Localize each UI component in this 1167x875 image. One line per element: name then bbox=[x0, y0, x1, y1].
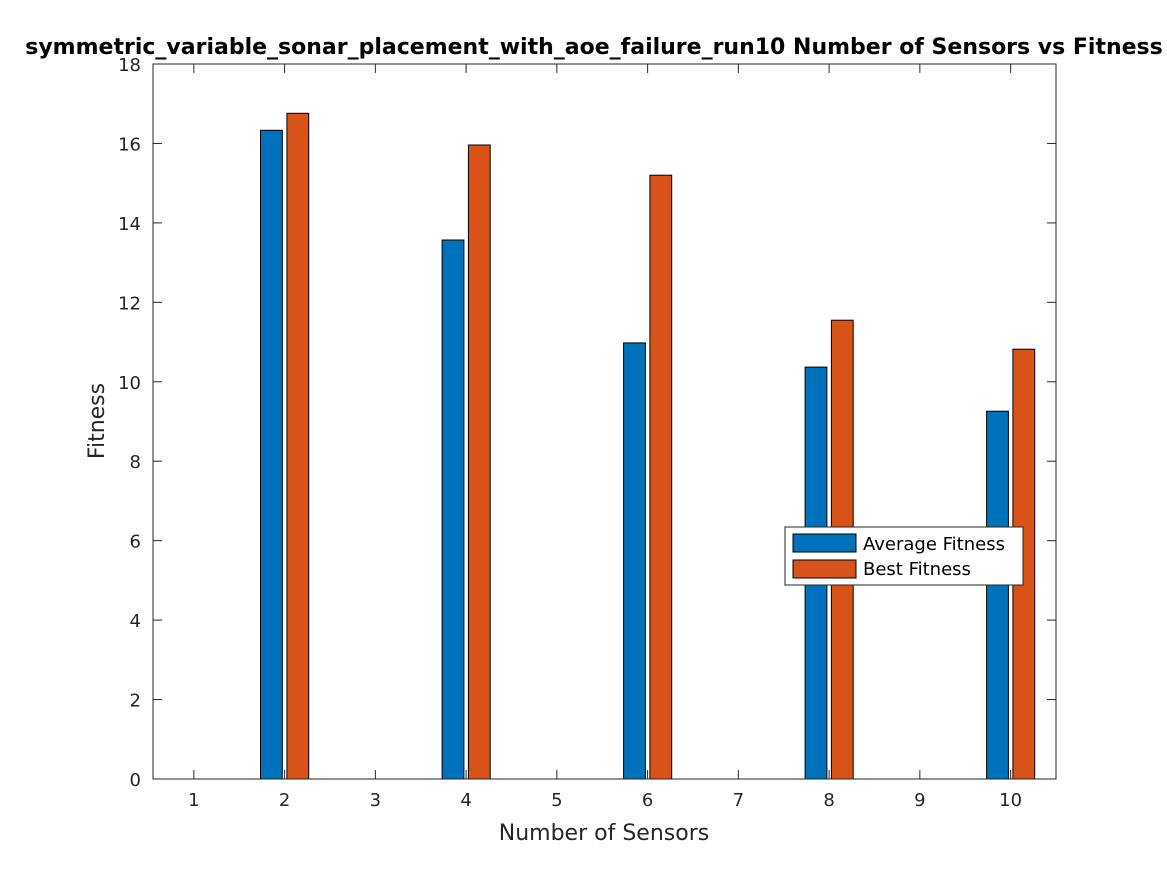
x-tick-label-8: 8 bbox=[823, 790, 834, 811]
x-tick-label-1: 1 bbox=[188, 790, 199, 811]
x-tick-label-5: 5 bbox=[551, 790, 562, 811]
y-axis-label: Fitness bbox=[85, 383, 110, 459]
bar-best-fitness-6 bbox=[649, 174, 673, 780]
x-tick-label-2: 2 bbox=[279, 790, 290, 811]
x-axis-label: Number of Sensors bbox=[499, 821, 709, 846]
bars-group bbox=[260, 112, 1036, 780]
bar-average-fitness-6 bbox=[623, 342, 646, 780]
x-tick-label-6: 6 bbox=[642, 790, 653, 811]
y-tick-label-8: 8 bbox=[130, 452, 141, 473]
x-tick-label-10: 10 bbox=[999, 790, 1022, 811]
x-tick-label-9: 9 bbox=[914, 790, 925, 811]
y-tick-label-10: 10 bbox=[118, 373, 141, 394]
legend: Average Fitness Best Fitness bbox=[784, 526, 1024, 586]
chart-title: symmetric_variable_sonar_placement_with_… bbox=[25, 35, 1163, 60]
legend-swatch-average-fitness bbox=[792, 533, 857, 553]
y-tick-label-4: 4 bbox=[130, 611, 141, 632]
x-tick-label-3: 3 bbox=[370, 790, 381, 811]
y-tick-label-6: 6 bbox=[130, 532, 141, 553]
legend-swatch-best-fitness bbox=[792, 559, 857, 579]
bar-best-fitness-4 bbox=[467, 144, 491, 780]
x-tick-label-7: 7 bbox=[733, 790, 744, 811]
y-tick-label-14: 14 bbox=[118, 214, 141, 235]
bar-average-fitness-10 bbox=[986, 410, 1009, 780]
y-tick-label-18: 18 bbox=[118, 55, 141, 76]
plot-frame bbox=[152, 63, 1057, 780]
legend-label-best-fitness: Best Fitness bbox=[863, 559, 971, 580]
y-tick-label-16: 16 bbox=[118, 134, 141, 155]
legend-label-average-fitness: Average Fitness bbox=[863, 534, 1005, 555]
x-tick-label-4: 4 bbox=[460, 790, 471, 811]
y-tick-label-12: 12 bbox=[118, 293, 141, 314]
bar-best-fitness-2 bbox=[286, 112, 310, 780]
y-tick-label-0: 0 bbox=[130, 770, 141, 791]
y-tick-label-2: 2 bbox=[130, 691, 141, 712]
bar-average-fitness-4 bbox=[441, 239, 465, 780]
bar-average-fitness-2 bbox=[260, 129, 283, 780]
